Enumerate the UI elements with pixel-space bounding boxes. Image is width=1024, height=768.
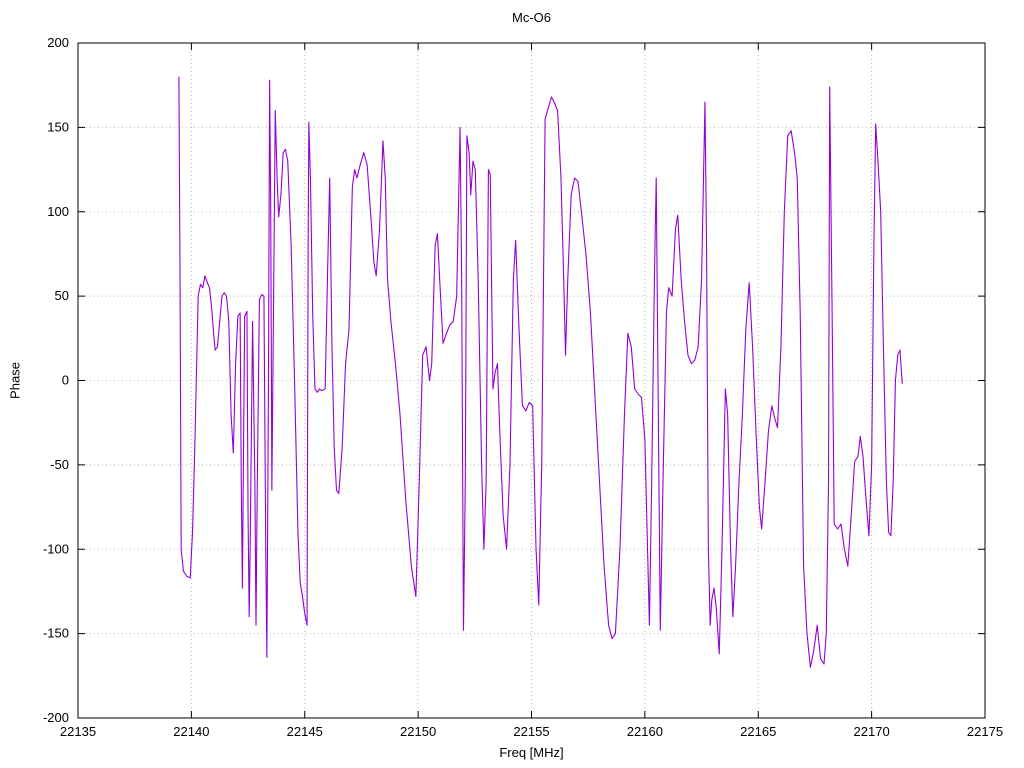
- chart-title: Mc-O6: [512, 10, 551, 25]
- x-tick-label: 22170: [854, 724, 890, 739]
- x-tick-label: 22175: [967, 724, 1003, 739]
- y-tick-label: -150: [43, 626, 69, 641]
- x-tick-label: 22155: [513, 724, 549, 739]
- x-tick-label: 22135: [60, 724, 96, 739]
- y-tick-label: 200: [47, 35, 69, 50]
- y-tick-label: 50: [55, 288, 69, 303]
- x-axis-label: Freq [MHz]: [499, 745, 564, 760]
- x-tick-label: 22165: [740, 724, 776, 739]
- y-tick-label: 0: [62, 373, 69, 388]
- x-tick-label: 22150: [400, 724, 436, 739]
- y-tick-label: -200: [43, 710, 69, 725]
- y-tick-label: -100: [43, 541, 69, 556]
- y-tick-label: 100: [47, 204, 69, 219]
- x-tick-label: 22145: [287, 724, 323, 739]
- phase-trace-line: [178, 76, 903, 668]
- y-tick-label: 150: [47, 119, 69, 134]
- x-tick-label: 22160: [627, 724, 663, 739]
- y-tick-label: -50: [50, 457, 69, 472]
- x-tick-label: 22140: [173, 724, 209, 739]
